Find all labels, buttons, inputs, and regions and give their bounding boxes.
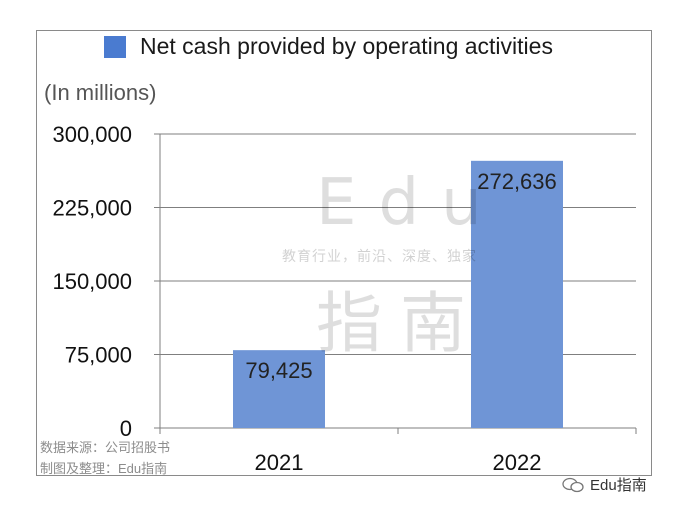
legend-label: Net cash provided by operating activitie… bbox=[140, 33, 553, 59]
wechat-icon bbox=[562, 477, 584, 492]
x-tick-label: 2021 bbox=[255, 450, 304, 475]
unit-label: (In millions) bbox=[44, 80, 157, 105]
source-line-2: 制图及整理：Edu指南 bbox=[40, 461, 168, 476]
y-tick-label: 150,000 bbox=[52, 269, 132, 294]
chart-frame bbox=[36, 30, 652, 476]
y-tick-label: 75,000 bbox=[65, 343, 132, 368]
watermark-edu: Edu bbox=[316, 166, 504, 240]
watermark-subtitle: 教育行业，前沿、深度、独家 bbox=[282, 248, 477, 264]
bars bbox=[233, 160, 563, 429]
brand-name: Edu指南 bbox=[590, 477, 647, 494]
x-axis-labels: 2021 2022 bbox=[255, 450, 542, 475]
y-axis-labels: 0 75,000 150,000 225,000 300,000 bbox=[52, 122, 132, 441]
legend: Net cash provided by operating activitie… bbox=[104, 33, 553, 60]
bar bbox=[471, 160, 563, 429]
x-tick-label: 2022 bbox=[493, 450, 542, 475]
watermark-cn: 指南 bbox=[316, 286, 484, 360]
source-line-1: 数据来源：公司招股书 bbox=[40, 440, 171, 455]
data-labels: 79,425 272,636 bbox=[245, 169, 556, 383]
y-tick-label: 0 bbox=[120, 416, 132, 441]
data-label: 79,425 bbox=[245, 358, 312, 383]
bar bbox=[233, 350, 325, 428]
legend-swatch bbox=[104, 35, 126, 58]
y-tick-label: 300,000 bbox=[52, 122, 132, 147]
data-label: 272,636 bbox=[477, 169, 557, 194]
brand: Edu指南 bbox=[562, 474, 647, 495]
y-tick-label: 225,000 bbox=[52, 196, 132, 221]
